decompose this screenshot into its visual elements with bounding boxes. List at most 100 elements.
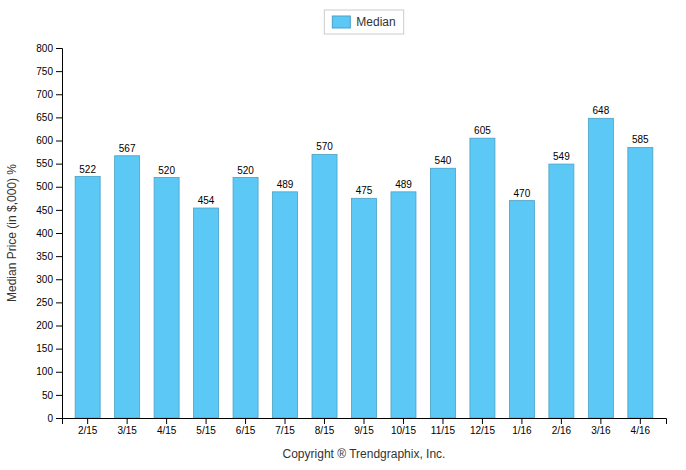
y-tick: 550 <box>36 158 62 169</box>
x-tick-label: 11/15 <box>431 425 456 436</box>
data-label: 489 <box>395 179 412 190</box>
x-tick: 8/15 <box>315 418 335 436</box>
bar <box>75 177 100 418</box>
x-tick-mark <box>285 418 286 424</box>
data-label: 605 <box>474 125 491 136</box>
x-tick: 7/15 <box>275 418 295 436</box>
x-tick-mark <box>245 418 246 424</box>
x-tick: 1/16 <box>512 418 532 436</box>
data-label: 648 <box>593 105 610 116</box>
data-labels: 5225675204545204895704754895406054705496… <box>79 105 649 206</box>
x-tick-label: 6/15 <box>236 425 256 436</box>
legend: Median <box>324 10 403 34</box>
legend-label: Median <box>356 15 395 29</box>
y-tick-mark <box>56 326 62 327</box>
y-tick-mark <box>56 395 62 396</box>
y-tick-label: 100 <box>36 366 53 377</box>
x-tick-label: 3/15 <box>117 425 137 436</box>
x-tick-label: 4/15 <box>157 425 177 436</box>
y-tick: 500 <box>36 181 62 192</box>
bar <box>233 178 258 419</box>
x-tick-label: 4/16 <box>631 425 651 436</box>
x-axis-title: Copyright ® Trendgraphix, Inc. <box>283 447 446 461</box>
x-tick-label: 5/15 <box>196 425 216 436</box>
y-tick-label: 250 <box>36 297 53 308</box>
legend-item: Median <box>332 15 395 29</box>
x-tick-label: 8/15 <box>315 425 335 436</box>
y-tick-mark <box>56 256 62 257</box>
y-tick-label: 400 <box>36 228 53 239</box>
bar <box>430 168 455 418</box>
legend-box <box>324 10 403 34</box>
x-tick-mark <box>561 418 562 424</box>
x-tick-mark <box>482 418 483 424</box>
x-tick: 4/16 <box>631 418 651 436</box>
x-tick: 12/15 <box>470 418 495 436</box>
x-tick-label: 9/15 <box>354 425 374 436</box>
bar <box>273 192 298 418</box>
y-tick-label: 550 <box>36 158 53 169</box>
x-tick-mark <box>87 418 88 424</box>
y-tick-label: 650 <box>36 112 53 123</box>
bar <box>391 192 416 418</box>
data-label: 454 <box>198 195 215 206</box>
y-tick-mark <box>56 279 62 280</box>
data-label: 540 <box>435 155 452 166</box>
x-tick-mark <box>364 418 365 424</box>
data-label: 570 <box>316 141 333 152</box>
y-tick: 300 <box>36 274 62 285</box>
y-axis-line <box>56 49 63 419</box>
bar <box>115 156 140 418</box>
y-tick-label: 200 <box>36 320 53 331</box>
x-tick-mark <box>640 418 641 424</box>
y-tick: 450 <box>36 205 62 216</box>
legend-swatch <box>332 16 350 28</box>
bar <box>588 118 613 418</box>
y-tick-mark <box>56 372 62 373</box>
x-tick: 11/15 <box>431 418 456 436</box>
x-tick: 6/15 <box>236 418 256 436</box>
y-tick: 750 <box>36 66 62 77</box>
data-label: 520 <box>158 165 175 176</box>
x-tick-label: 1/16 <box>512 425 532 436</box>
y-tick-mark <box>56 187 62 188</box>
y-tick-mark <box>56 71 62 72</box>
y-tick: 200 <box>36 320 62 331</box>
y-tick-label: 450 <box>36 205 53 216</box>
x-tick-mark <box>521 418 522 424</box>
x-tick-mark <box>324 418 325 424</box>
y-axis: 0501001502002503003504004505005506006507… <box>36 43 62 424</box>
y-tick-mark <box>56 418 62 419</box>
bars <box>75 118 653 418</box>
y-tick: 0 <box>47 413 62 424</box>
plot: 5225675204545204895704754895406054705496… <box>36 43 666 436</box>
x-tick: 2/16 <box>552 418 572 436</box>
y-axis-title: Median Price (in $,000) % <box>5 164 19 302</box>
y-tick-mark <box>56 164 62 165</box>
bar <box>549 164 574 418</box>
y-tick: 600 <box>36 135 62 146</box>
y-tick-mark <box>56 48 62 49</box>
x-tick-mark <box>166 418 167 424</box>
x-axis: 2/153/154/155/156/157/158/159/1510/1511/… <box>63 418 667 436</box>
x-tick-label: 2/15 <box>78 425 98 436</box>
x-tick-mark <box>127 418 128 424</box>
data-label: 470 <box>514 188 531 199</box>
y-tick-mark <box>56 210 62 211</box>
x-tick-mark <box>600 418 601 424</box>
y-tick: 50 <box>42 390 62 401</box>
y-tick-mark <box>56 117 62 118</box>
y-tick-label: 700 <box>36 89 53 100</box>
bar <box>628 147 653 418</box>
bar <box>194 208 219 418</box>
y-tick-label: 300 <box>36 274 53 285</box>
data-label: 585 <box>632 134 649 145</box>
x-tick-label: 2/16 <box>552 425 572 436</box>
y-tick: 350 <box>36 251 62 262</box>
x-tick-mark <box>403 418 404 424</box>
y-tick-label: 500 <box>36 181 53 192</box>
x-tick: 2/15 <box>78 418 98 436</box>
y-tick: 800 <box>36 43 62 54</box>
x-tick: 5/15 <box>196 418 216 436</box>
x-tick-label: 7/15 <box>275 425 295 436</box>
